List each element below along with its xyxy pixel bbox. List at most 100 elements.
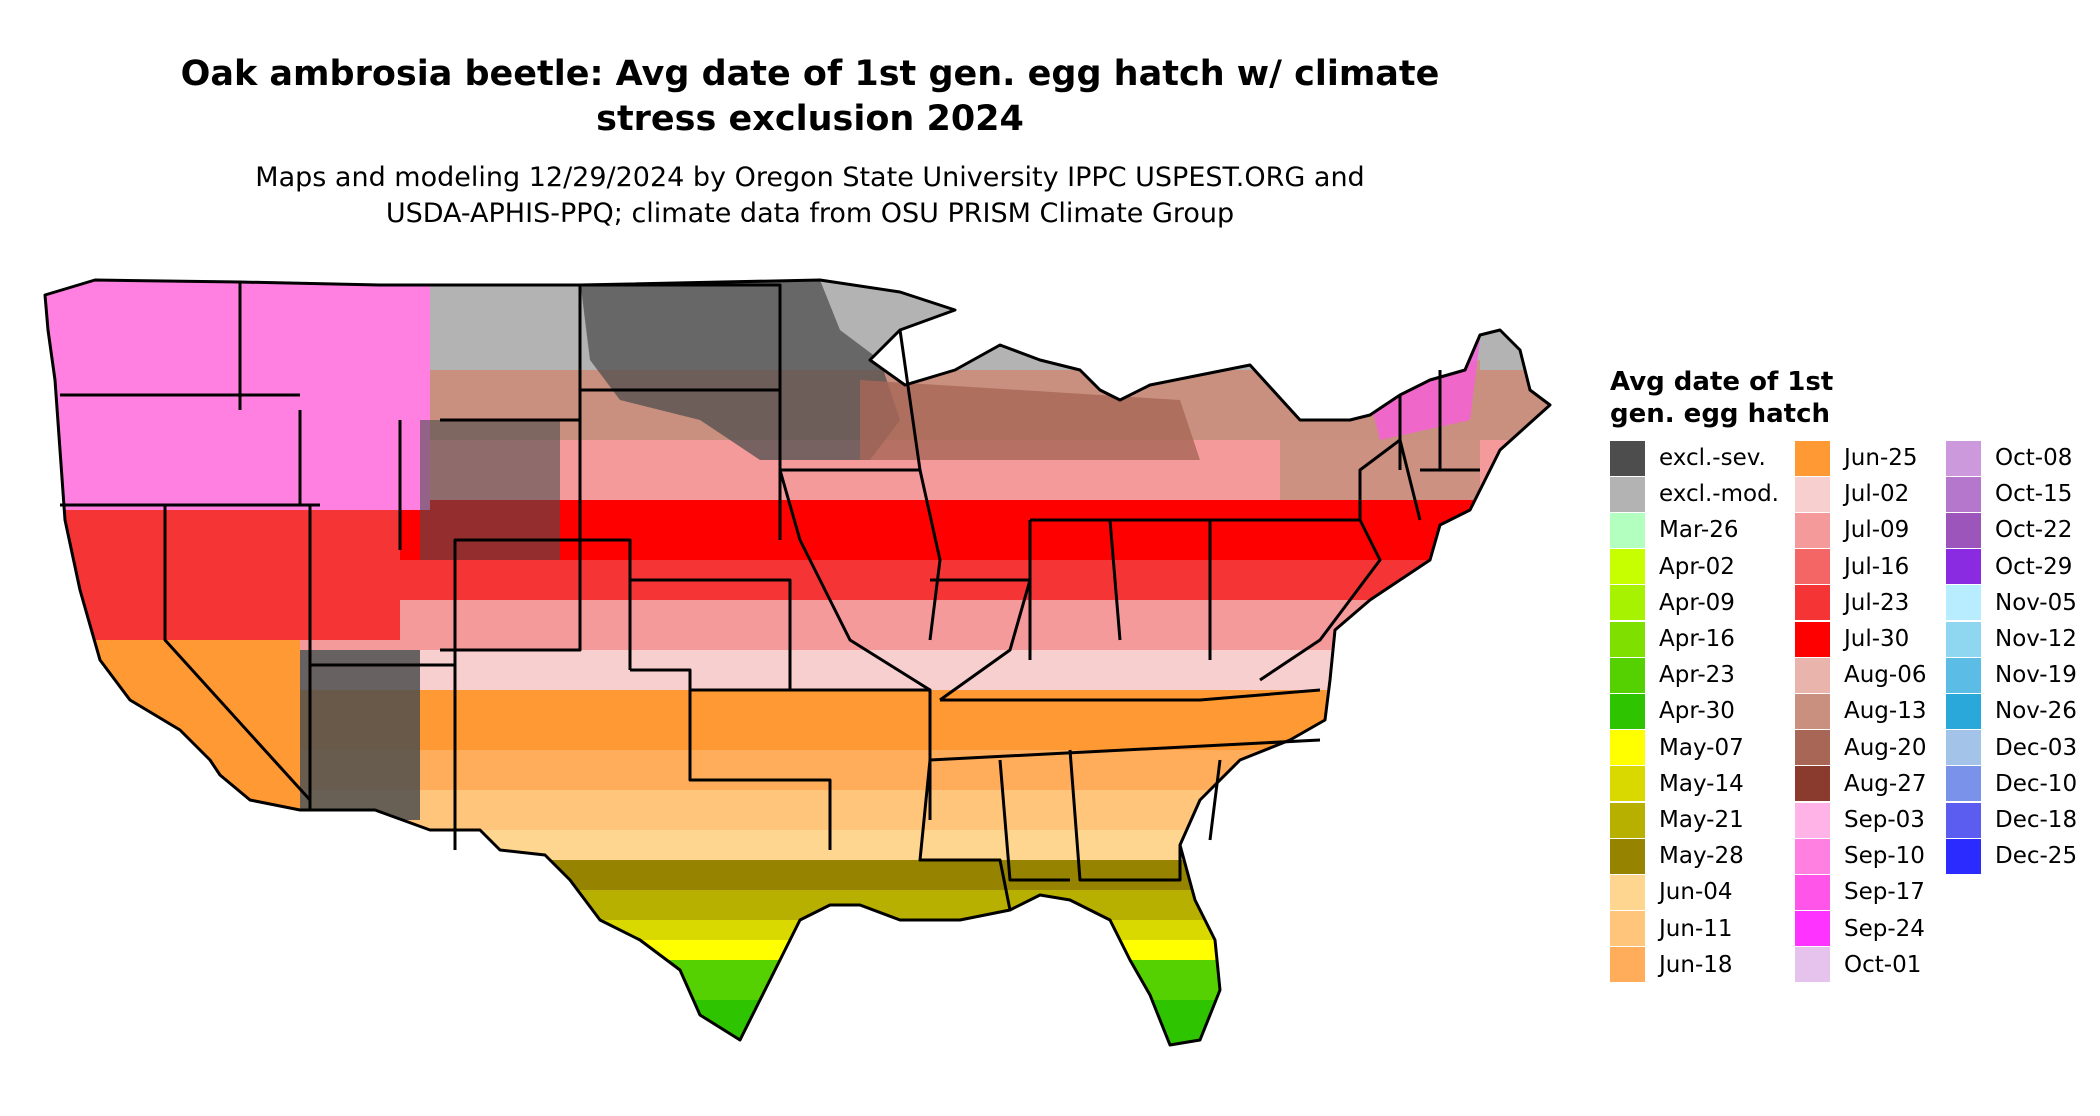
legend-swatch (1795, 585, 1830, 621)
legend-item: excl.-sev. (1610, 440, 1766, 476)
legend-item: May-14 (1610, 766, 1744, 802)
legend-item: Oct-15 (1946, 476, 2072, 512)
legend-swatch (1610, 802, 1645, 838)
map-subtitle: Maps and modeling 12/29/2024 by Oregon S… (60, 160, 1560, 232)
legend-item: Jul-23 (1795, 585, 1909, 621)
legend-label: Dec-03 (1995, 734, 2078, 761)
legend-swatch (1795, 874, 1830, 910)
legend-item: Apr-02 (1610, 549, 1735, 585)
legend-item: Jul-30 (1795, 621, 1909, 657)
legend-item: Apr-09 (1610, 585, 1735, 621)
legend-label: May-21 (1659, 807, 1744, 833)
legend-label: Oct-01 (1844, 951, 1922, 978)
legend-swatch (1795, 730, 1830, 766)
legend-label: Apr-23 (1659, 662, 1735, 689)
legend-swatch (1946, 476, 1981, 512)
legend-swatch (1946, 693, 1981, 729)
legend-swatch (1610, 657, 1645, 693)
legend-swatch (1946, 512, 1981, 548)
legend-label: Dec-10 (1995, 770, 2078, 797)
legend-item: Nov-26 (1946, 693, 2077, 729)
legend-item: excl.-mod. (1610, 476, 1779, 512)
legend-item: Jun-25 (1795, 440, 1918, 476)
legend-label: Jul-09 (1844, 517, 1910, 544)
map-title: Oak ambrosia beetle: Avg date of 1st gen… (60, 52, 1560, 142)
legend-label: Jul-16 (1844, 553, 1910, 580)
legend-swatch (1610, 621, 1645, 657)
legend-swatch (1795, 802, 1830, 838)
legend-label: excl.-sev. (1659, 445, 1766, 471)
legend-swatch (1946, 766, 1981, 802)
legend-label: Sep-03 (1844, 807, 1925, 833)
legend-item: Nov-19 (1946, 657, 2077, 693)
legend-label: Dec-25 (1995, 843, 2078, 870)
legend-swatch (1946, 657, 1981, 693)
legend-swatch (1610, 874, 1645, 910)
legend-label: Nov-26 (1995, 698, 2077, 725)
legend-swatch (1610, 549, 1645, 585)
legend-swatch (1795, 838, 1830, 874)
legend-item: Sep-24 (1795, 911, 1925, 947)
legend-item: Aug-27 (1795, 766, 1926, 802)
legend-item: Jun-04 (1610, 874, 1733, 910)
legend-label: Dec-18 (1995, 807, 2078, 833)
legend-label: May-07 (1659, 734, 1744, 761)
legend-swatch (1610, 911, 1645, 947)
legend-item: May-21 (1610, 802, 1744, 838)
legend-swatch (1795, 693, 1830, 729)
legend-swatch (1795, 947, 1830, 983)
legend-label: Apr-02 (1659, 553, 1735, 580)
legend-label: Jul-23 (1844, 589, 1910, 616)
legend-label: Jul-02 (1844, 481, 1910, 508)
legend-swatch (1610, 476, 1645, 512)
legend-swatch (1946, 838, 1981, 874)
legend-label: excl.-mod. (1659, 481, 1779, 508)
legend-item: Oct-29 (1946, 549, 2072, 585)
legend-item: Apr-16 (1610, 621, 1735, 657)
legend-title: Avg date of 1st gen. egg hatch (1610, 366, 1833, 430)
legend-item: May-07 (1610, 730, 1744, 766)
legend-swatch (1946, 440, 1981, 476)
legend-label: May-14 (1659, 770, 1744, 797)
legend-label: Nov-12 (1995, 626, 2077, 652)
legend-item: Jul-09 (1795, 512, 1909, 548)
legend-item: Aug-13 (1795, 693, 1926, 729)
legend-swatch (1610, 838, 1645, 874)
legend-label: Jun-11 (1659, 915, 1733, 942)
legend-label: Sep-17 (1844, 879, 1925, 906)
legend-swatch (1610, 440, 1645, 476)
legend-item: Nov-12 (1946, 621, 2077, 657)
legend-item: Dec-03 (1946, 730, 2077, 766)
legend-item: Jul-02 (1795, 476, 1909, 512)
legend-swatch (1946, 730, 1981, 766)
legend: excl.-sev. excl.-mod. Mar-26 Apr-02 Apr-09 Ap… (1610, 440, 2100, 1000)
legend-item: Dec-25 (1946, 838, 2077, 874)
legend-swatch (1946, 621, 1981, 657)
legend-item: Mar-26 (1610, 512, 1739, 548)
legend-label: Aug-27 (1844, 770, 1927, 797)
legend-swatch (1795, 621, 1830, 657)
legend-label: Sep-24 (1844, 915, 1925, 942)
legend-swatch (1946, 585, 1981, 621)
legend-item: May-28 (1610, 838, 1744, 874)
legend-swatch (1610, 693, 1645, 729)
legend-label: Oct-29 (1995, 553, 2073, 580)
legend-item: Jun-11 (1610, 911, 1733, 947)
legend-title-line-1: Avg date of 1st (1610, 367, 1834, 397)
legend-label: Aug-06 (1844, 662, 1927, 689)
legend-item: Oct-22 (1946, 512, 2072, 548)
legend-swatch (1610, 947, 1645, 983)
legend-item: Jul-16 (1795, 549, 1909, 585)
legend-label: Jul-30 (1844, 626, 1910, 652)
legend-swatch (1795, 440, 1830, 476)
legend-item: Sep-03 (1795, 802, 1925, 838)
state-borders (43, 278, 1552, 1047)
legend-item: Sep-17 (1795, 874, 1925, 910)
legend-label: Oct-08 (1995, 445, 2073, 471)
legend-swatch (1795, 911, 1830, 947)
legend-swatch (1795, 512, 1830, 548)
legend-swatch (1795, 657, 1830, 693)
legend-item: Dec-18 (1946, 802, 2077, 838)
legend-swatch (1946, 549, 1981, 585)
legend-item: Oct-08 (1946, 440, 2072, 476)
